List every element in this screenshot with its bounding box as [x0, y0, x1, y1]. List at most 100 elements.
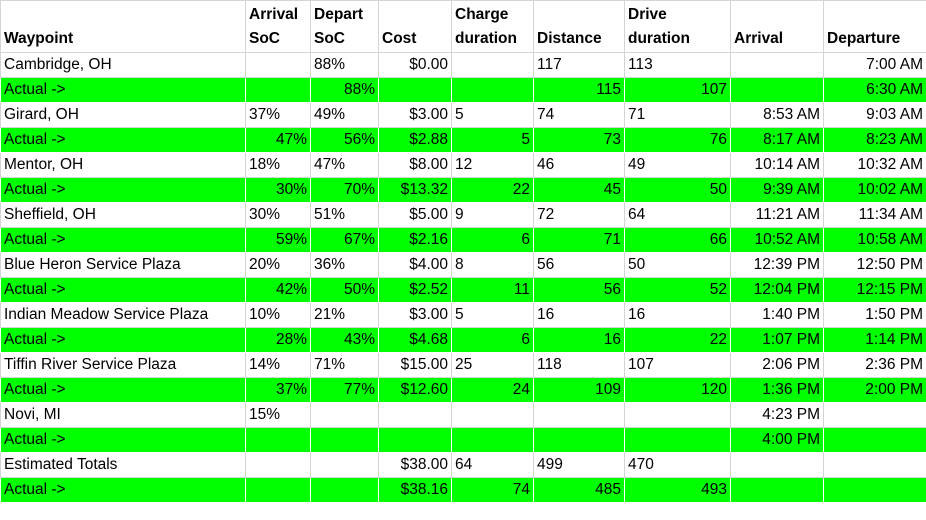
cell-cost[interactable]: $3.00	[378, 102, 452, 128]
cell-drive-duration[interactable]: 64	[624, 202, 731, 228]
cell-arrival-soc[interactable]: 18%	[245, 152, 311, 178]
cell-waypoint[interactable]: Actual ->	[0, 77, 246, 103]
cell-cost[interactable]: $5.00	[378, 202, 452, 228]
cell-cost[interactable]: $0.00	[378, 52, 452, 78]
cell-arrival-soc[interactable]: 30%	[245, 202, 311, 228]
cell-depart-soc[interactable]: 67%	[310, 227, 379, 253]
cell-arrival-soc[interactable]	[245, 452, 311, 478]
cell-arrival-soc[interactable]: 37%	[245, 102, 311, 128]
cell-arrival-time[interactable]: 8:17 AM	[730, 127, 824, 153]
cell-charge-duration[interactable]: 8	[451, 252, 534, 278]
cell-depart-soc[interactable]	[310, 452, 379, 478]
cell-arrival-soc[interactable]	[245, 477, 311, 503]
cell-cost[interactable]	[378, 77, 452, 103]
cell-depart-soc[interactable]	[310, 427, 379, 453]
cell-cost[interactable]: $13.32	[378, 177, 452, 203]
cell-drive-duration[interactable]: 107	[624, 77, 731, 103]
cell-distance[interactable]: 56	[533, 252, 625, 278]
cell-depart-soc[interactable]: 71%	[310, 352, 379, 378]
cell-waypoint[interactable]: Mentor, OH	[0, 152, 246, 178]
cell-drive-duration[interactable]: 107	[624, 352, 731, 378]
cell-arrival-time[interactable]	[730, 77, 824, 103]
cell-distance[interactable]: 71	[533, 227, 625, 253]
cell-waypoint[interactable]: Actual ->	[0, 427, 246, 453]
cell-cost[interactable]: $12.60	[378, 377, 452, 403]
cell-depart-soc[interactable]	[310, 477, 379, 503]
cell-drive-duration[interactable]: 493	[624, 477, 731, 503]
cell-depart-soc[interactable]: 88%	[310, 52, 379, 78]
cell-drive-duration[interactable]: 16	[624, 302, 731, 328]
cell-waypoint[interactable]: Actual ->	[0, 227, 246, 253]
cell-depart-soc[interactable]: 88%	[310, 77, 379, 103]
cell-arrival-soc[interactable]: 47%	[245, 127, 311, 153]
cell-arrival-soc[interactable]: 20%	[245, 252, 311, 278]
cell-arrival-soc[interactable]: 10%	[245, 302, 311, 328]
cell-charge-duration[interactable]: 25	[451, 352, 534, 378]
cell-distance[interactable]: 73	[533, 127, 625, 153]
cell-charge-duration[interactable]: 24	[451, 377, 534, 403]
cell-waypoint[interactable]: Actual ->	[0, 127, 246, 153]
cell-departure-time[interactable]: 11:34 AM	[823, 202, 926, 228]
cell-drive-duration[interactable]: 76	[624, 127, 731, 153]
cell-charge-duration[interactable]: 6	[451, 327, 534, 353]
cell-charge-duration[interactable]: 64	[451, 452, 534, 478]
cell-departure-time[interactable]	[823, 452, 926, 478]
cell-distance[interactable]: 109	[533, 377, 625, 403]
cell-charge-duration[interactable]: 22	[451, 177, 534, 203]
cell-cost[interactable]: $4.00	[378, 252, 452, 278]
cell-departure-time[interactable]: 8:23 AM	[823, 127, 926, 153]
cell-waypoint[interactable]: Girard, OH	[0, 102, 246, 128]
column-header-cost[interactable]: Cost	[378, 0, 452, 53]
cell-drive-duration[interactable]: 52	[624, 277, 731, 303]
cell-departure-time[interactable]	[823, 427, 926, 453]
cell-arrival-time[interactable]: 2:06 PM	[730, 352, 824, 378]
cell-cost[interactable]	[378, 427, 452, 453]
cell-depart-soc[interactable]: 43%	[310, 327, 379, 353]
cell-arrival-soc[interactable]: 59%	[245, 227, 311, 253]
cell-waypoint[interactable]: Novi, MI	[0, 402, 246, 428]
cell-departure-time[interactable]: 10:58 AM	[823, 227, 926, 253]
cell-charge-duration[interactable]: 9	[451, 202, 534, 228]
cell-departure-time[interactable]: 2:00 PM	[823, 377, 926, 403]
cell-arrival-time[interactable]: 10:14 AM	[730, 152, 824, 178]
cell-departure-time[interactable]: 6:30 AM	[823, 77, 926, 103]
cell-drive-duration[interactable]: 66	[624, 227, 731, 253]
cell-arrival-soc[interactable]	[245, 52, 311, 78]
cell-charge-duration[interactable]	[451, 402, 534, 428]
cell-charge-duration[interactable]: 74	[451, 477, 534, 503]
cell-depart-soc[interactable]: 36%	[310, 252, 379, 278]
cell-arrival-soc[interactable]	[245, 427, 311, 453]
cell-arrival-soc[interactable]: 14%	[245, 352, 311, 378]
cell-cost[interactable]: $2.88	[378, 127, 452, 153]
cell-distance[interactable]: 115	[533, 77, 625, 103]
cell-distance[interactable]: 485	[533, 477, 625, 503]
cell-depart-soc[interactable]: 70%	[310, 177, 379, 203]
cell-arrival-time[interactable]: 4:00 PM	[730, 427, 824, 453]
cell-depart-soc[interactable]: 47%	[310, 152, 379, 178]
cell-depart-soc[interactable]: 56%	[310, 127, 379, 153]
cell-waypoint[interactable]: Sheffield, OH	[0, 202, 246, 228]
column-header-departure-time[interactable]: Departure	[823, 0, 926, 53]
cell-charge-duration[interactable]	[451, 77, 534, 103]
cell-cost[interactable]: $38.16	[378, 477, 452, 503]
cell-arrival-time[interactable]	[730, 477, 824, 503]
cell-arrival-time[interactable]: 8:53 AM	[730, 102, 824, 128]
cell-distance[interactable]: 45	[533, 177, 625, 203]
column-header-drive-duration[interactable]: Drive duration	[624, 0, 731, 53]
cell-drive-duration[interactable]	[624, 427, 731, 453]
cell-waypoint[interactable]: Cambridge, OH	[0, 52, 246, 78]
cell-charge-duration[interactable]: 11	[451, 277, 534, 303]
cell-arrival-soc[interactable]	[245, 77, 311, 103]
cell-depart-soc[interactable]	[310, 402, 379, 428]
cell-depart-soc[interactable]: 49%	[310, 102, 379, 128]
cell-arrival-soc[interactable]: 42%	[245, 277, 311, 303]
cell-arrival-time[interactable]: 1:07 PM	[730, 327, 824, 353]
cell-distance[interactable]: 499	[533, 452, 625, 478]
cell-departure-time[interactable]: 12:50 PM	[823, 252, 926, 278]
cell-arrival-soc[interactable]: 30%	[245, 177, 311, 203]
cell-arrival-time[interactable]: 12:39 PM	[730, 252, 824, 278]
cell-departure-time[interactable]: 10:32 AM	[823, 152, 926, 178]
cell-drive-duration[interactable]: 50	[624, 252, 731, 278]
column-header-arrival-time[interactable]: Arrival	[730, 0, 824, 53]
cell-cost[interactable]: $2.16	[378, 227, 452, 253]
